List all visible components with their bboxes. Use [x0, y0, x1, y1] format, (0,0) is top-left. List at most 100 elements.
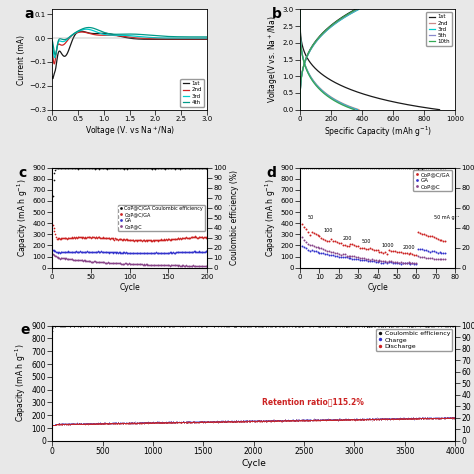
Point [331, 416, 338, 423]
Point [375, 415, 383, 422]
Point [159, 419, 166, 427]
Point [377, 414, 385, 422]
Point [243, 418, 250, 425]
Point [275, 417, 283, 424]
Point [338, 416, 346, 424]
Point [102, 322, 110, 330]
Point [171, 322, 179, 329]
Point [392, 322, 399, 329]
Point [147, 419, 155, 427]
Point [362, 322, 370, 330]
Point [434, 413, 442, 421]
Point [371, 415, 378, 423]
Point [330, 416, 337, 424]
Point [150, 249, 157, 257]
Point [354, 322, 361, 329]
Point [338, 322, 346, 329]
Point [339, 415, 346, 423]
Point [259, 418, 267, 425]
Point [379, 415, 387, 422]
Point [174, 418, 182, 426]
Point [191, 234, 199, 241]
Point [72, 420, 79, 428]
Point [287, 322, 294, 330]
Point [332, 416, 339, 424]
Point [86, 419, 94, 427]
Point [214, 322, 222, 329]
Point [392, 415, 400, 423]
Point [287, 417, 294, 424]
Point [195, 418, 202, 426]
Point [340, 416, 348, 423]
Point [255, 322, 263, 330]
Point [256, 322, 264, 330]
Point [202, 419, 210, 426]
Point [75, 419, 82, 427]
Point [186, 418, 193, 425]
Point [413, 415, 420, 422]
Point [100, 419, 108, 427]
Point [294, 417, 301, 425]
Point [57, 420, 64, 428]
Point [364, 415, 372, 423]
Point [241, 418, 249, 425]
Point [118, 260, 126, 267]
Point [64, 420, 72, 428]
Point [247, 417, 255, 425]
Point [427, 414, 435, 421]
Point [239, 417, 247, 424]
Point [280, 322, 288, 329]
Point [151, 419, 158, 426]
Point [74, 322, 82, 330]
Point [202, 418, 210, 426]
Point [131, 419, 138, 427]
Point [303, 322, 311, 330]
Point [400, 415, 407, 422]
Point [229, 418, 237, 425]
Point [414, 253, 422, 260]
Point [53, 420, 60, 428]
Point [127, 419, 134, 427]
Point [293, 417, 301, 425]
Point [308, 417, 316, 424]
Point [447, 413, 455, 421]
Point [83, 322, 91, 329]
Point [309, 322, 316, 330]
Point [169, 419, 176, 427]
Point [264, 322, 272, 329]
Point [60, 420, 67, 428]
Point [265, 417, 273, 424]
Point [347, 323, 355, 331]
Point [155, 419, 162, 426]
Point [236, 418, 243, 426]
Point [185, 419, 192, 426]
Point [155, 322, 163, 330]
Point [335, 416, 342, 423]
Point [416, 322, 424, 330]
Point [101, 419, 109, 427]
Point [95, 419, 102, 427]
Point [164, 418, 172, 426]
Point [395, 414, 403, 422]
Point [97, 322, 105, 330]
Point [108, 420, 116, 428]
Point [160, 418, 168, 426]
Point [303, 416, 310, 424]
Point [96, 322, 104, 330]
Point [269, 322, 277, 329]
Point [171, 322, 178, 330]
Point [263, 417, 271, 424]
Point [68, 419, 75, 427]
Point [317, 322, 324, 330]
Point [282, 416, 290, 424]
Point [200, 418, 207, 426]
Point [179, 418, 187, 426]
Point [285, 417, 293, 424]
Point [93, 420, 100, 428]
Point [338, 417, 346, 424]
Line: 4th: 4th [52, 27, 207, 55]
Point [207, 418, 215, 426]
Point [336, 322, 343, 330]
Point [68, 420, 75, 428]
Point [91, 419, 99, 427]
